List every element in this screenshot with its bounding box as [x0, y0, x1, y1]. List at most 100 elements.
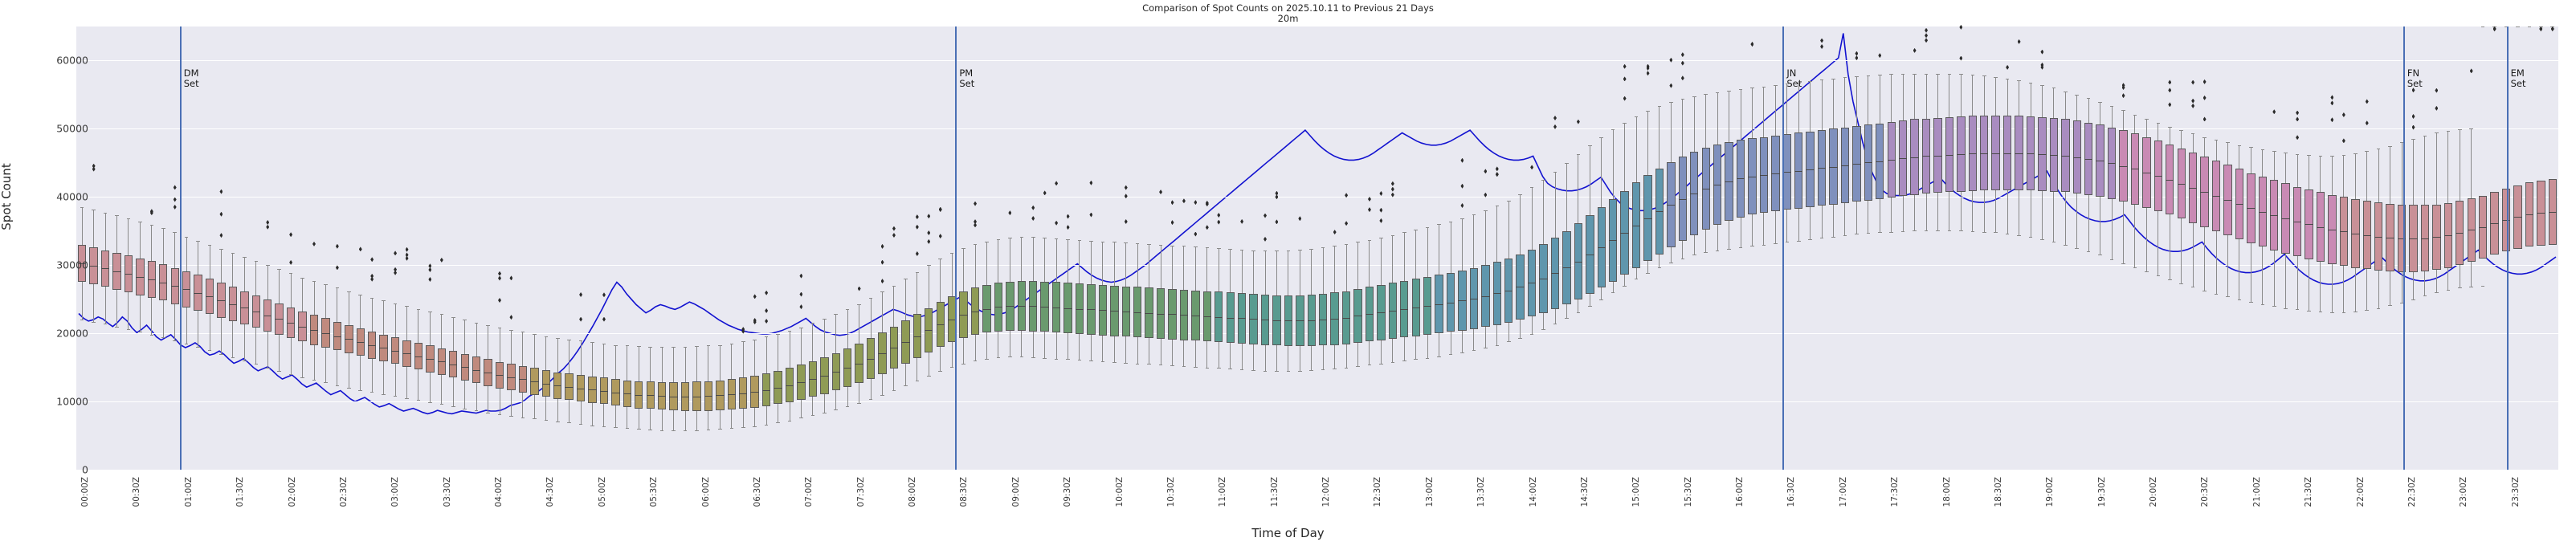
median-line: [1840, 165, 1850, 166]
outlier-marker: [1264, 236, 1268, 242]
annotation-label-line1: FN: [2407, 67, 2420, 79]
median-line: [994, 307, 1003, 308]
x-tick-label: 18:00Z: [1941, 477, 1952, 507]
outlier-marker: [1217, 219, 1221, 225]
box: [2339, 197, 2349, 267]
whisker-cap: [92, 321, 96, 323]
box: [925, 308, 933, 352]
x-tick-label: 03:00Z: [390, 477, 401, 507]
whisker-cap: [1843, 234, 1847, 236]
whisker-cap: [1634, 116, 1639, 118]
whisker-cap: [787, 330, 792, 332]
whisker-cap: [1472, 350, 1476, 352]
box: [1411, 279, 1420, 336]
x-tick-label: 21:00Z: [2251, 477, 2262, 507]
box: [1133, 287, 1142, 338]
whisker-cap: [1448, 354, 1453, 356]
annotation-label: PM Set: [959, 68, 974, 88]
median-line: [1876, 161, 1884, 162]
whisker-cap: [1982, 231, 1986, 233]
box: [2478, 195, 2488, 259]
whisker-cap: [1565, 162, 1569, 164]
outlier-marker: [1855, 51, 1859, 56]
x-tick-label: 17:30Z: [1890, 477, 1900, 507]
outlier-marker: [173, 185, 177, 190]
whisker-cap: [1808, 80, 1812, 82]
median-line: [541, 383, 550, 385]
outlier-marker: [2040, 49, 2044, 55]
outlier-marker: [2341, 138, 2345, 144]
whisker-cap: [834, 314, 839, 316]
whisker-cap: [1715, 92, 1720, 93]
whisker-cap: [335, 385, 340, 386]
box: [437, 348, 447, 375]
median-line: [2432, 237, 2441, 238]
whisker-cap: [1774, 85, 1778, 87]
outlier-marker: [1553, 116, 1557, 121]
outlier-marker: [1820, 38, 1824, 43]
median-line: [356, 342, 365, 344]
box: [1365, 287, 1374, 342]
median-line: [1330, 318, 1339, 320]
box: [692, 381, 701, 411]
median-line: [2026, 153, 2035, 154]
outlier-marker: [2469, 68, 2473, 74]
box: [1145, 287, 1153, 339]
x-tick-label: 19:30Z: [2096, 477, 2107, 507]
median-line: [170, 286, 179, 287]
box: [1063, 283, 1072, 334]
whisker-cap: [1251, 250, 1255, 251]
whisker-cap: [405, 306, 409, 308]
median-line: [901, 341, 910, 343]
outlier-marker: [799, 291, 803, 297]
box: [727, 379, 736, 410]
box: [309, 315, 319, 345]
median-line: [1249, 319, 1258, 320]
median-line: [1794, 170, 1803, 172]
x-tick-label: 18:30Z: [1993, 477, 2003, 507]
median-line: [1179, 315, 1189, 316]
whisker-cap: [614, 427, 618, 429]
median-line: [275, 319, 284, 320]
outlier-marker: [219, 211, 223, 217]
outlier-marker: [2492, 26, 2496, 31]
y-tick-label: 30000: [56, 259, 88, 271]
whisker-cap: [1089, 240, 1093, 242]
outlier-marker: [1124, 185, 1128, 190]
median-line: [228, 303, 238, 305]
whisker-cap: [985, 358, 989, 360]
x-tick-label: 10:30Z: [1166, 477, 1176, 507]
outlier-marker: [892, 233, 896, 238]
whisker-cap: [2435, 132, 2439, 134]
box: [89, 247, 98, 284]
median-line: [1341, 317, 1351, 319]
median-line: [1829, 166, 1838, 168]
box: [1330, 292, 1339, 345]
whisker-cap: [648, 347, 653, 348]
whisker-cap: [741, 341, 745, 343]
x-tick-label: 13:00Z: [1424, 477, 1435, 507]
box: [565, 373, 574, 401]
median-line: [646, 395, 655, 397]
median-line: [1725, 181, 1733, 182]
whisker-cap: [1286, 370, 1291, 372]
x-tick-label: 13:30Z: [1476, 477, 1487, 507]
whisker-cap: [1727, 248, 1731, 250]
box: [298, 311, 307, 342]
outlier-marker: [1913, 47, 1917, 53]
outlier-marker: [1646, 65, 1650, 71]
whisker-cap: [382, 300, 386, 302]
outlier-marker: [2296, 110, 2300, 116]
median-line: [124, 274, 133, 275]
outlier-marker: [765, 290, 769, 295]
whisker-cap: [1054, 358, 1059, 360]
whisker-cap: [672, 430, 676, 431]
outlier-marker: [927, 230, 931, 235]
whisker-cap: [416, 400, 421, 401]
outlier-marker: [2202, 95, 2207, 100]
outlier-marker: [1680, 52, 1684, 58]
x-axis-label: Time of Day: [1251, 526, 1325, 540]
whisker-cap: [1994, 232, 1998, 234]
whisker-cap: [1194, 366, 1198, 368]
median-line: [1492, 293, 1501, 295]
